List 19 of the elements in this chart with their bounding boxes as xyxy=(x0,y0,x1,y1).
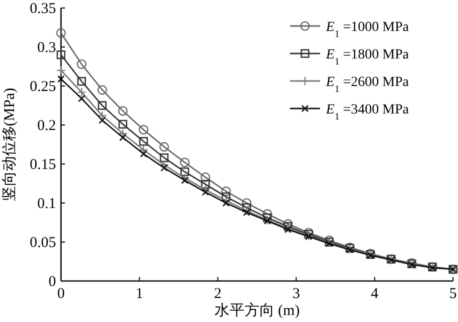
y-tick-label: 0.25 xyxy=(30,79,56,95)
x-tick-label: 3 xyxy=(292,286,300,302)
y-tick-label: 0.15 xyxy=(30,157,56,173)
legend-label: E$_{1}$ =1000 MPa xyxy=(325,20,410,40)
legend-label: E$_{1}$ =2600 MPa xyxy=(325,75,410,94)
y-tick-label: 0.1 xyxy=(37,196,56,212)
x-axis-title: 水平方向 (m) xyxy=(214,302,300,319)
x-tick-label: 2 xyxy=(214,286,222,302)
y-tick-label: 0 xyxy=(48,274,56,290)
x-tick-label: 4 xyxy=(370,286,379,302)
x-tick-label: 1 xyxy=(136,286,144,302)
y-tick-label: 0.2 xyxy=(37,118,56,134)
y-tick-label: 0.35 xyxy=(30,1,56,17)
y-axis-title: 竖向动位移(MPa) xyxy=(1,88,18,202)
legend-label: E$_{1}$ =3400 MPa xyxy=(325,102,410,122)
y-tick-label: 0.3 xyxy=(37,40,56,56)
y-tick-label: 0.05 xyxy=(30,235,56,251)
x-tick-label: 5 xyxy=(449,286,457,302)
legend-label: E$_{1}$ =1800 MPa xyxy=(325,48,410,67)
